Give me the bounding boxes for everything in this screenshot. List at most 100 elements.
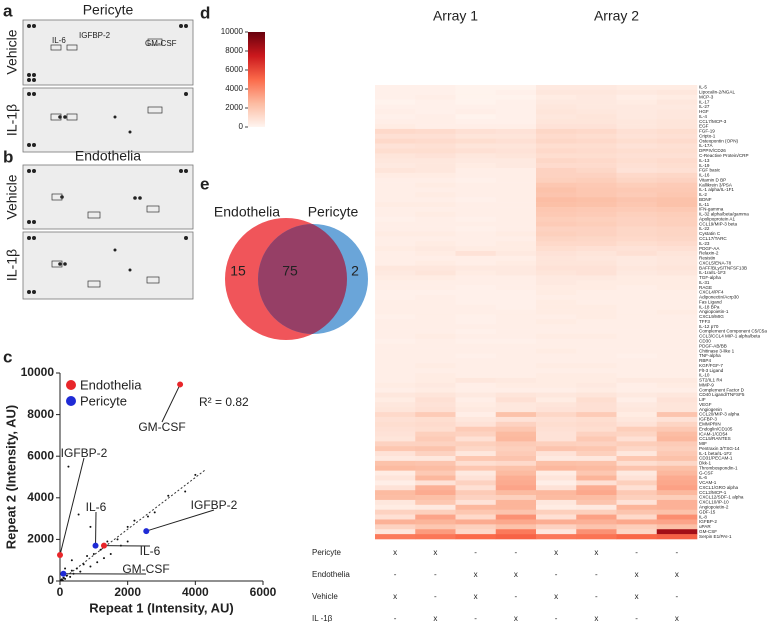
heatmap-cell — [455, 470, 497, 476]
heatmap-cell — [616, 485, 658, 491]
heatmap-cell — [375, 143, 416, 149]
heatmap-cell — [576, 216, 617, 222]
heatmap-cell — [455, 270, 497, 276]
heatmap-cell — [455, 324, 497, 330]
heatmap-cell — [455, 480, 497, 486]
heatmap-cell — [375, 236, 416, 242]
heatmap-cell — [616, 392, 658, 398]
heatmap-cell — [455, 260, 497, 266]
heatmap-cell — [576, 119, 617, 125]
heatmap-cell — [455, 187, 497, 193]
set-label: Pericyte — [308, 204, 359, 220]
heatmap-cell — [495, 270, 537, 276]
heatmap-cell — [576, 182, 617, 188]
heatmap-cell — [616, 436, 658, 442]
heatmap-cell — [415, 124, 456, 130]
heatmap-cell — [616, 353, 658, 359]
heatmap-cell — [375, 172, 416, 179]
heatmap-cell — [495, 246, 537, 252]
heatmap-cell — [455, 290, 497, 296]
heatmap-cell — [616, 519, 658, 525]
heatmap-cell — [415, 495, 456, 501]
heatmap-cell — [656, 338, 698, 345]
heatmap-cell — [495, 114, 537, 120]
heatmap-cell — [656, 85, 698, 91]
heatmap-cell — [576, 387, 617, 393]
heatmap-cell — [495, 524, 537, 530]
row-label: IGFBP-3 — [699, 417, 717, 422]
heatmap-cell — [415, 338, 456, 345]
heatmap-cell — [375, 114, 416, 120]
heatmap-cell — [375, 338, 416, 345]
heatmap-cell — [495, 519, 537, 525]
heatmap-cell — [576, 319, 617, 325]
row-label: CCL2/MCP-1 — [699, 490, 727, 495]
heatmap-cell — [415, 446, 456, 452]
row-label: G-CSF — [699, 470, 713, 475]
heatmap-cell — [576, 485, 617, 491]
heatmap-cell — [576, 490, 617, 496]
heatmap-cell — [375, 333, 416, 340]
blot-boxes — [50, 38, 163, 288]
heatmap-cell — [495, 255, 537, 262]
colorbar-label: 0 — [239, 122, 244, 131]
row-label: CXCL9/MIG — [699, 314, 724, 319]
point-label: IGFBP-2 — [191, 498, 238, 512]
heatmap-cell — [576, 99, 617, 105]
row-label: IL-18 BPa — [699, 304, 720, 309]
row-label: IL-2 — [699, 192, 707, 197]
heatmap-cell — [415, 353, 456, 359]
design-label: Pericyte — [312, 548, 341, 557]
heatmap-cell — [616, 480, 658, 486]
heatmap-cell — [495, 397, 537, 403]
blot-spots — [27, 24, 188, 294]
heatmap-cell — [415, 241, 456, 247]
heatmap-cell — [576, 402, 617, 408]
heatmap-cell — [455, 451, 497, 457]
heatmap-cell — [536, 158, 577, 164]
heatmap-cell — [375, 402, 416, 408]
row-label: MMP-9 — [699, 382, 714, 387]
heatmap-cell — [495, 216, 537, 222]
row-label: IL-22 — [699, 226, 710, 231]
heatmap-cell — [375, 319, 416, 325]
heatmap-cell — [455, 382, 497, 388]
heatmap-cell — [656, 255, 698, 262]
row-label: EGF — [699, 124, 709, 129]
heatmap-cell — [656, 524, 698, 530]
heatmap-cell — [375, 426, 416, 432]
row-label: IL-17A — [699, 143, 713, 148]
heatmap-cell — [616, 382, 658, 388]
heatmap-cell — [415, 255, 456, 262]
point — [184, 490, 187, 493]
heatmap-cell — [415, 133, 456, 139]
heatmap-cell — [455, 333, 497, 340]
heatmap-cell — [576, 294, 617, 301]
heatmap-cell — [375, 465, 416, 471]
heatmap-cell — [576, 163, 617, 169]
heatmap-cell — [656, 250, 698, 257]
heatmap-cell — [576, 167, 617, 174]
heatmap-cell — [576, 460, 617, 467]
row-label: uPAR — [699, 524, 711, 529]
heatmap-cell — [656, 260, 698, 266]
heatmap-cell — [375, 416, 416, 423]
heatmap-cell — [576, 338, 617, 345]
heatmap-cell — [455, 485, 497, 491]
row-label: IL-10 — [699, 373, 710, 378]
heatmap-cell — [375, 260, 416, 266]
heatmap-cell — [536, 358, 577, 364]
heatmap-cell — [656, 231, 698, 237]
heatmap-cell — [576, 514, 617, 520]
x-tick-label: 4000 — [182, 585, 209, 599]
heatmap-cell — [536, 446, 577, 452]
heatmap-cell — [495, 514, 537, 520]
design-cell: x — [474, 592, 478, 601]
row-label: TFF3 — [699, 319, 710, 324]
heatmap-cell — [576, 373, 617, 379]
row-label: DPPIV/CD26 — [699, 148, 726, 153]
heatmap-cell — [536, 202, 577, 208]
heatmap-cell — [375, 377, 416, 384]
heatmap-cell — [576, 133, 617, 139]
